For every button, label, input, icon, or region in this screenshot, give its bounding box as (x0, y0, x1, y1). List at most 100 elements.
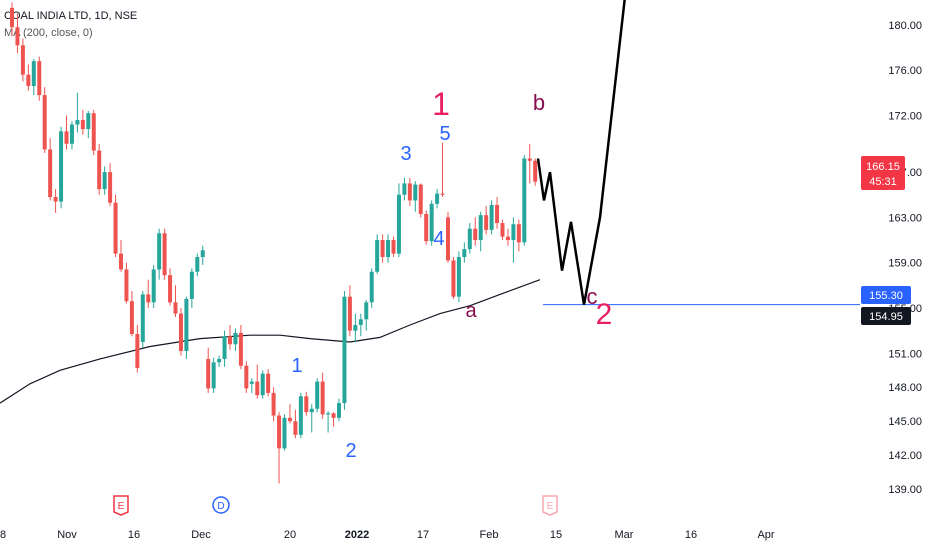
candle (91, 109, 96, 156)
candle (402, 177, 407, 201)
x-tick-label: Nov (57, 529, 77, 541)
event-badge[interactable]: E (113, 495, 129, 516)
elliott-projection-path[interactable] (536, 0, 626, 305)
candle (511, 217, 516, 263)
candle (342, 290, 347, 410)
candle (48, 138, 53, 201)
candle (304, 391, 309, 416)
candle (369, 268, 374, 308)
candle (516, 219, 521, 252)
y-tick-label: 172.00 (888, 110, 922, 122)
indicator-label[interactable]: MA (200, close, 0) (4, 27, 93, 39)
candle (522, 155, 527, 246)
candle (69, 121, 74, 150)
candle (462, 242, 467, 263)
candle (391, 236, 396, 258)
candle (527, 143, 532, 184)
candle (37, 56, 42, 101)
candle (178, 307, 183, 356)
event-badge[interactable]: E (542, 495, 558, 516)
y-tick-label: 142.00 (888, 450, 922, 462)
candle (505, 228, 510, 246)
wave-label[interactable]: c (587, 284, 598, 309)
wave-label[interactable]: 1 (432, 86, 450, 122)
candle (287, 404, 292, 424)
candle (331, 412, 336, 427)
candle (533, 158, 538, 186)
candle (396, 183, 401, 258)
candle (211, 357, 216, 393)
x-tick-label: 20 (284, 529, 296, 541)
wave-label[interactable]: 2 (345, 440, 356, 462)
time-axis[interactable] (0, 520, 932, 550)
svg-text:166.15: 166.15 (866, 161, 900, 173)
candle (424, 210, 429, 245)
candle (20, 38, 25, 82)
candle (157, 228, 162, 280)
y-tick-label: 159.00 (888, 258, 922, 270)
candle-layer (10, 2, 538, 484)
svg-text:E: E (547, 501, 554, 512)
candle (15, 13, 20, 54)
candle (315, 378, 320, 413)
x-tick-label: Mar (615, 529, 634, 541)
candle (380, 234, 385, 263)
wave-label[interactable]: 2 (596, 298, 613, 331)
wave-label[interactable]: 3 (400, 143, 411, 165)
x-tick-label: 16 (128, 529, 140, 541)
candle (440, 142, 445, 198)
candle (326, 411, 331, 433)
candle (413, 181, 418, 212)
candle (80, 109, 85, 135)
candle (298, 392, 303, 439)
x-tick-label: 15 (550, 529, 562, 541)
candle (173, 285, 178, 318)
symbol-title[interactable]: COAL INDIA LTD, 1D, NSE (4, 10, 138, 22)
wave-label[interactable]: b (533, 90, 545, 115)
candle (435, 189, 440, 209)
candle (108, 163, 113, 207)
price-level-tag[interactable]: 154.95 (861, 307, 911, 325)
wave-label[interactable]: 1 (291, 355, 302, 377)
candle (119, 240, 123, 272)
x-tick-label: 17 (417, 529, 429, 541)
x-tick-label: 2022 (345, 529, 369, 541)
current-price-tag[interactable]: 166.15 45:31 (861, 156, 905, 190)
candle (320, 372, 325, 419)
candle (429, 200, 434, 246)
candle (10, 2, 14, 37)
candle (184, 296, 189, 359)
projection-layer (536, 0, 626, 305)
price-level-tag[interactable]: 155.30 (861, 286, 911, 304)
candle (217, 355, 222, 367)
svg-text:45:31: 45:31 (869, 176, 897, 188)
svg-text:E: E (118, 501, 125, 512)
candle (42, 87, 47, 153)
candle (222, 330, 227, 367)
x-tick-label: 8 (0, 529, 6, 541)
svg-text:154.95: 154.95 (869, 311, 903, 323)
candle (97, 143, 102, 195)
price-tag-layer: 166.15 45:31 155.30 154.95 (861, 156, 911, 325)
candle (168, 268, 173, 306)
candle (473, 217, 478, 246)
candle (102, 166, 107, 195)
candle (64, 115, 69, 150)
candle (407, 177, 412, 207)
candle (364, 300, 369, 331)
event-badge[interactable]: D (212, 496, 230, 514)
candle (293, 409, 298, 439)
x-tick-label: Apr (757, 529, 774, 541)
wave-label[interactable]: 4 (433, 228, 444, 250)
chart-legend: COAL INDIA LTD, 1D, NSE MA (200, close, … (4, 8, 137, 42)
candle (260, 370, 265, 399)
candle (358, 313, 363, 337)
candle (162, 228, 167, 280)
candle (337, 398, 341, 422)
candle (467, 223, 472, 254)
wave-label[interactable]: 5 (439, 123, 450, 145)
ma-layer (0, 279, 541, 404)
price-axis[interactable] (860, 0, 932, 550)
wave-label[interactable]: a (465, 300, 477, 322)
